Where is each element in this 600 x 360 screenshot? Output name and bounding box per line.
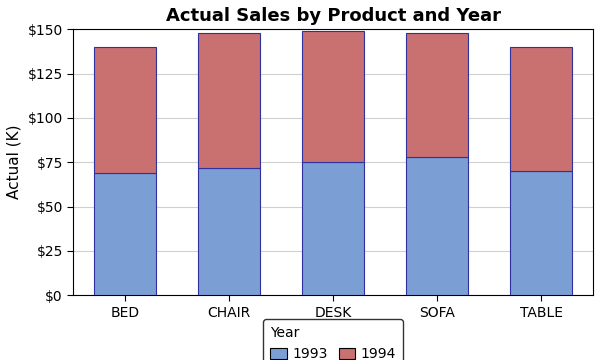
Bar — [198, 167, 260, 295]
Bar — [510, 171, 572, 295]
Bar — [94, 47, 157, 173]
Bar — [510, 47, 572, 171]
Legend: 1993, 1994: 1993, 1994 — [263, 319, 403, 360]
Bar — [406, 33, 468, 157]
Title: Actual Sales by Product and Year: Actual Sales by Product and Year — [166, 7, 500, 25]
Bar — [302, 31, 364, 162]
Bar — [302, 162, 364, 295]
Bar — [198, 33, 260, 167]
Y-axis label: Actual (K): Actual (K) — [7, 125, 22, 199]
Bar — [94, 173, 157, 295]
Bar — [406, 157, 468, 295]
